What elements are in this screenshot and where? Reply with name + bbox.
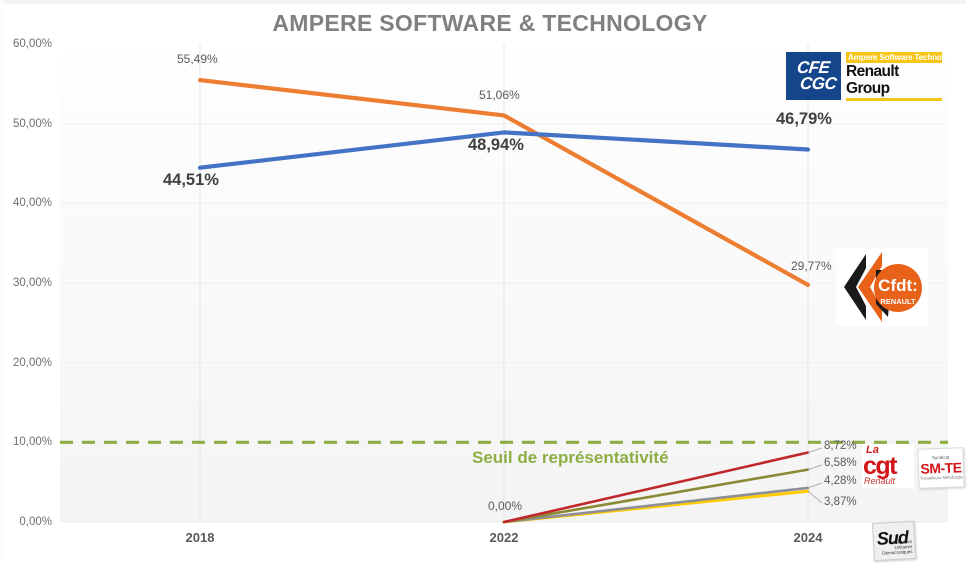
series-line-smte — [502, 468, 810, 524]
threshold-label: Seuil de représentativité — [472, 448, 669, 467]
cfdt-logo: Cfdt: RENAULT — [836, 248, 928, 326]
ampere-banner: Ampere Software Technology — [846, 52, 958, 63]
renault-group-logo: Ampere Software Technology Renault Group — [846, 52, 958, 102]
y-tick-20: 20,00% — [12, 356, 52, 369]
data-label-cfdt-2018: 55,49% — [177, 52, 218, 66]
y-tick-50: 50,00% — [12, 117, 52, 130]
label-leader-lines — [807, 447, 823, 504]
data-label-fo-2024: 3,87% — [824, 496, 857, 508]
cfdt-sub: RENAULT — [880, 297, 916, 306]
chart-svg — [60, 44, 948, 524]
data-label-smte-2024: 6,58% — [824, 457, 857, 469]
sud-sub: Solidaires Unitaires Démocratiques — [882, 539, 913, 556]
data-label-cfecgc-2018: 44,51% — [163, 171, 219, 189]
series-line-cfdt — [197, 77, 811, 287]
right-border-band — [966, 0, 980, 565]
cfdt-mark-icon: Cfdt: RENAULT — [844, 252, 922, 322]
y-tick-40: 40,00% — [12, 197, 52, 210]
cgt-pre: La — [866, 444, 879, 456]
cgt-name: cgt — [863, 452, 898, 480]
y-axis-labels: 60,00% 50,00% 40,00% 30,00% 20,00% 10,00… — [0, 38, 58, 528]
renault-underline — [846, 98, 942, 102]
plot-area: Seuil de représentativité 55,49% 44,51% … — [60, 44, 948, 524]
x-tick-2022: 2022 — [489, 530, 519, 545]
y-tick-60: 60,00% — [12, 38, 52, 50]
data-label-sud-2024: 4,28% — [824, 475, 857, 487]
left-border-band — [0, 0, 4, 565]
series-line-cfecgc — [197, 130, 811, 170]
smte-logo: Syndicat SM-TE Travailleurs Métallurgie — [917, 447, 965, 489]
y-tick-10: 10,00% — [12, 436, 52, 449]
y-tick-0: 0,00% — [19, 516, 52, 528]
sud-logo: Sud Solidaires Unitaires Démocratiques — [872, 520, 916, 562]
cgt-sub: Renault — [864, 476, 896, 486]
x-tick-2018: 2018 — [185, 530, 215, 545]
renault-name-line1: Renault — [846, 63, 899, 80]
gridlines-horizontal — [60, 123, 948, 523]
top-border-band — [0, 0, 980, 4]
x-tick-2024: 2024 — [793, 530, 823, 545]
cfecgc-badge: CFE CGC — [786, 52, 841, 100]
cfecgc-line2: CGC — [799, 74, 838, 93]
y-tick-30: 30,00% — [12, 277, 52, 289]
series-line-sud — [502, 486, 810, 524]
plot-inner: Seuil de représentativité 55,49% 44,51% … — [60, 44, 948, 524]
cfecgc-logo: CFE CGC — [786, 52, 841, 100]
data-label-zero-2022: 0,00% — [488, 499, 523, 513]
smte-bottom: Travailleurs Métallurgie — [919, 474, 963, 481]
renault-name-line2: Group — [846, 79, 890, 97]
data-label-cgt-2024: 8,72% — [824, 440, 857, 452]
data-label-cfecgc-2022: 48,94% — [468, 136, 524, 154]
data-label-cfdt-2022: 51,06% — [479, 88, 520, 102]
data-label-cfecgc-2024: 46,79% — [776, 110, 832, 128]
cfdt-name: Cfdt: — [878, 276, 918, 295]
data-label-cfdt-2024: 29,77% — [791, 259, 832, 273]
bottom-border-band — [0, 557, 980, 565]
chart-title: AMPERE SOFTWARE & TECHNOLOGY — [272, 10, 708, 36]
x-axis-labels: 2018 2022 2024 — [60, 530, 948, 556]
series-line-cgt — [502, 451, 810, 524]
cgt-logo: La cgt Renault — [862, 444, 914, 488]
